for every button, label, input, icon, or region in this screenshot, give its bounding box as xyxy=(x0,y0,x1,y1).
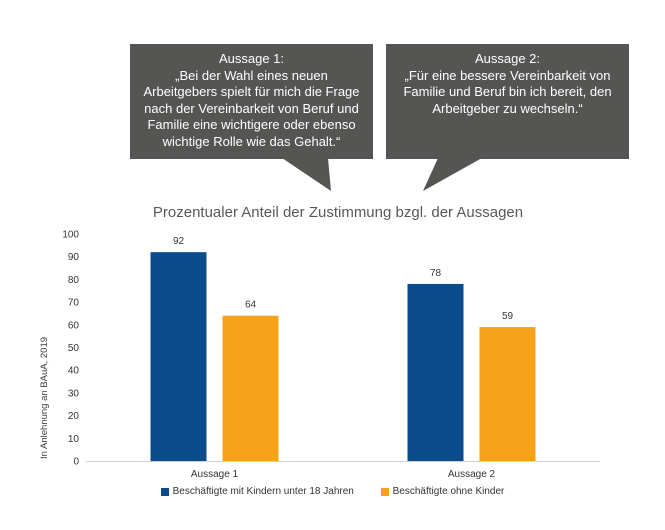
callout-1-title: Aussage 1: xyxy=(218,51,285,66)
y-tick-label: 30 xyxy=(68,388,80,399)
y-tick-label: 10 xyxy=(68,434,80,445)
legend-item-series-1: Beschäftigte mit Kindern unter 18 Jahren xyxy=(160,486,354,497)
y-tick-label: 80 xyxy=(68,275,80,286)
y-tick-label: 60 xyxy=(68,320,80,331)
bar-1-1 xyxy=(150,252,207,461)
data-label-1-2: 78 xyxy=(430,268,442,279)
legend-label-series-2: Beschäftigte ohne Kinder xyxy=(392,486,505,497)
callout-2-text: „Für eine bessere Vereinbarkeit von Fami… xyxy=(403,67,612,116)
y-axis-ticks: 0 10 20 30 40 50 60 70 80 90 100 xyxy=(62,230,79,468)
bar-2-2 xyxy=(479,327,536,461)
y-tick-label: 90 xyxy=(68,252,80,263)
callout-aussage-1: Aussage 1: „Bei der Wahl eines neuen Arb… xyxy=(130,44,373,159)
y-tick-label: 20 xyxy=(68,411,80,422)
legend-label-series-1: Beschäftigte mit Kindern unter 18 Jahren xyxy=(172,486,354,497)
legend-item-series-2: Beschäftigte ohne Kinder xyxy=(380,486,505,497)
data-label-2-1: 64 xyxy=(245,300,257,311)
y-axis-label: In Anlehnung an BAuA, 2019 xyxy=(39,337,50,459)
y-tick-label: 40 xyxy=(68,366,80,377)
y-tick-label: 100 xyxy=(62,230,79,241)
legend: Beschäftigte mit Kindern unter 18 Jahren… xyxy=(0,486,665,497)
data-label-2-2: 59 xyxy=(502,311,514,322)
bars xyxy=(150,252,536,461)
callout-2-title: Aussage 2: xyxy=(474,51,541,66)
bar-1-2 xyxy=(407,283,464,461)
x-tick-label: Aussage 1 xyxy=(191,469,239,480)
legend-swatch-series-1 xyxy=(160,487,169,496)
data-label-1-1: 92 xyxy=(173,236,185,247)
chart-title: Prozentualer Anteil der Zustimmung bzgl.… xyxy=(153,204,523,221)
y-tick-label: 0 xyxy=(73,457,79,468)
bar-2-1 xyxy=(222,315,279,461)
callout-aussage-2: Aussage 2: „Für eine bessere Vereinbarke… xyxy=(386,44,629,159)
data-labels: 92 64 78 59 xyxy=(173,236,514,322)
y-tick-label: 50 xyxy=(68,343,80,354)
x-tick-label: Aussage 2 xyxy=(448,469,496,480)
y-tick-label: 70 xyxy=(68,298,80,309)
legend-swatch-series-2 xyxy=(380,487,389,496)
x-axis-ticks: Aussage 1 Aussage 2 xyxy=(191,469,496,480)
callout-1-text: „Bei der Wahl eines neuen Arbeitgebers s… xyxy=(143,67,360,149)
